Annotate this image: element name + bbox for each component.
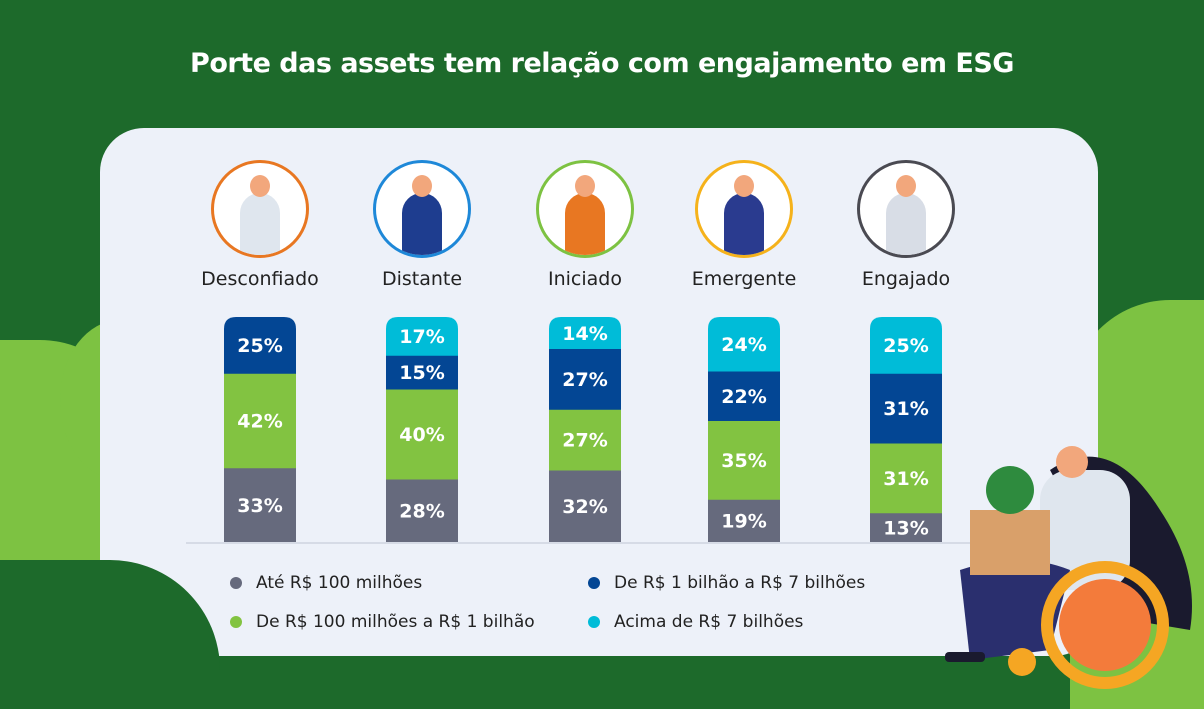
data-label: 31% bbox=[883, 398, 928, 420]
data-label: 31% bbox=[883, 468, 928, 490]
legend-label: De R$ 100 milhões a R$ 1 bilhão bbox=[256, 612, 535, 632]
persona-label: Engajado bbox=[861, 268, 951, 290]
persona-illustration-icon bbox=[695, 160, 793, 258]
bar-segment bbox=[870, 443, 942, 514]
persona-label: Iniciado bbox=[548, 268, 622, 290]
data-label: 13% bbox=[883, 517, 928, 539]
data-label: 24% bbox=[721, 334, 766, 356]
bar-emergente: 19% 35% 22% 24% bbox=[708, 317, 780, 542]
bar-segment bbox=[386, 389, 458, 480]
data-label: 27% bbox=[562, 369, 607, 391]
bar-segment bbox=[224, 467, 296, 542]
legend-swatch bbox=[230, 616, 242, 628]
legend-swatch bbox=[588, 616, 600, 628]
data-label: 22% bbox=[721, 386, 766, 408]
legend-item: De R$ 100 milhões a R$ 1 bilhão bbox=[230, 612, 535, 632]
persona-label: Distante bbox=[381, 268, 463, 290]
legend-swatch bbox=[230, 577, 242, 589]
bar-segment bbox=[549, 470, 621, 542]
bar-segment bbox=[708, 317, 780, 372]
data-label: 17% bbox=[399, 326, 444, 348]
data-label: 27% bbox=[562, 430, 607, 452]
legend-label: Até R$ 100 milhões bbox=[256, 573, 423, 593]
data-label: 25% bbox=[883, 335, 928, 357]
bar-segment bbox=[708, 420, 780, 500]
data-label: 35% bbox=[721, 450, 766, 472]
data-label: 33% bbox=[237, 495, 282, 517]
bar-desconfiado: 33% 42% 25% bbox=[224, 317, 296, 542]
bar-segment bbox=[386, 317, 458, 356]
persona-emergente: Emergente bbox=[689, 160, 799, 290]
data-label: 40% bbox=[399, 424, 444, 446]
persona-distante: Distante bbox=[367, 160, 477, 290]
data-label: 15% bbox=[399, 362, 444, 384]
bar-segment bbox=[549, 348, 621, 410]
bar-distante: 28% 40% 15% 17% bbox=[386, 317, 458, 542]
bar-iniciado: 32% 27% 27% 14% bbox=[549, 317, 621, 542]
bar-segment bbox=[870, 317, 942, 374]
legend-item: Acima de R$ 7 bilhões bbox=[588, 612, 803, 632]
data-label: 32% bbox=[562, 496, 607, 518]
bar-segment bbox=[549, 409, 621, 471]
data-label: 28% bbox=[399, 501, 444, 523]
persona-label: Desconfiado bbox=[201, 268, 319, 290]
bar-segment bbox=[386, 355, 458, 390]
legend-item: De R$ 1 bilhão a R$ 7 bilhões bbox=[588, 573, 865, 593]
bar-segment bbox=[549, 317, 621, 349]
data-label: 14% bbox=[562, 323, 607, 345]
persona-engajado: Engajado bbox=[851, 160, 961, 290]
bar-engajado: 13% 31% 31% 25% bbox=[870, 317, 942, 542]
bar-segment bbox=[870, 373, 942, 444]
persona-illustration-icon bbox=[373, 160, 471, 258]
bar-segment bbox=[224, 373, 296, 469]
data-label: 42% bbox=[237, 411, 282, 433]
data-label: 19% bbox=[721, 511, 766, 533]
data-label: 25% bbox=[237, 335, 282, 357]
legend-item: Até R$ 100 milhões bbox=[230, 573, 422, 593]
bar-segment bbox=[708, 499, 780, 542]
legend-label: De R$ 1 bilhão a R$ 7 bilhões bbox=[614, 573, 866, 593]
bar-segment bbox=[708, 371, 780, 421]
legend-swatch bbox=[588, 577, 600, 589]
persona-iniciado: Iniciado bbox=[530, 160, 640, 290]
persona-illustration-icon bbox=[857, 160, 955, 258]
persona-illustration-icon bbox=[536, 160, 634, 258]
persona-desconfiado: Desconfiado bbox=[201, 160, 319, 290]
persona-illustration-icon bbox=[211, 160, 309, 258]
bar-segment bbox=[224, 317, 296, 374]
page-title: Porte das assets tem relação com engajam… bbox=[190, 48, 1014, 79]
legend-label: Acima de R$ 7 bilhões bbox=[614, 612, 804, 632]
bar-segment bbox=[386, 479, 458, 542]
bar-segment bbox=[870, 512, 942, 542]
persona-label: Emergente bbox=[691, 268, 797, 290]
